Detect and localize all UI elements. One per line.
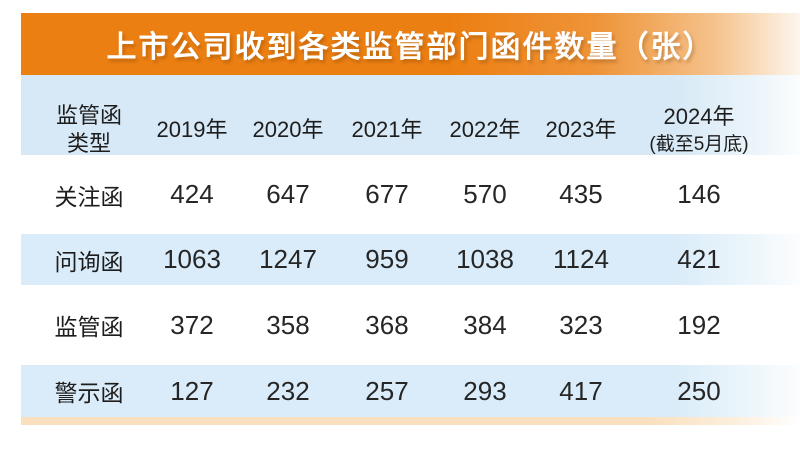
column-header-2024-year: 2024年: [663, 104, 735, 130]
table-header-row: 监管函 类型 2019年 2020年 2021年 2022年 2023年 202…: [21, 75, 800, 157]
value-cell: 358: [266, 309, 310, 340]
value-cell: 1124: [553, 244, 609, 274]
column-header-2023: 2023年: [545, 117, 617, 143]
infographic-table: 上市公司收到各类监管部门函件数量（张） 监管函 类型 2019年 2020年 2…: [21, 13, 800, 425]
value-cell: 192: [677, 309, 721, 340]
value-cell: 421: [677, 244, 721, 274]
column-header-type: 监管函 类型: [55, 103, 122, 157]
value-cell: 146: [677, 179, 721, 209]
value-cell: 1038: [456, 244, 514, 274]
value-cell: 127: [170, 375, 214, 406]
table-row-jingshihan: 警示函 127 232 257 293 417 250: [21, 365, 800, 417]
value-cell: 424: [170, 179, 214, 209]
row-label: 监管函: [54, 314, 124, 340]
row-label: 关注函: [54, 183, 124, 210]
value-cell: 232: [266, 375, 310, 406]
value-cell: 1247: [259, 244, 317, 274]
value-cell: 435: [559, 179, 603, 209]
table-row-guanzhuhan: 关注函 424 647 677 570 435 146: [21, 155, 800, 234]
column-header-2019: 2019年: [156, 117, 228, 143]
bottom-accent-strip: [21, 417, 800, 425]
value-cell: 250: [677, 375, 721, 406]
value-cell: 570: [463, 179, 507, 209]
row-label: 警示函: [54, 380, 124, 406]
page-title: 上市公司收到各类监管部门函件数量（张）: [106, 31, 715, 64]
value-cell: 368: [365, 309, 409, 340]
column-header-2022: 2022年: [449, 117, 521, 143]
value-cell: 677: [365, 179, 409, 209]
table-row-wenxunhan: 问询函 1063 1247 959 1038 1124 421: [21, 234, 800, 285]
value-cell: 1063: [163, 244, 221, 274]
value-cell: 959: [365, 244, 409, 274]
value-cell: 384: [463, 309, 507, 340]
value-cell: 257: [365, 375, 409, 406]
column-header-2024: 2024年 (截至5月底): [629, 75, 769, 186]
value-cell: 323: [559, 309, 603, 340]
row-label: 问询函: [54, 248, 124, 275]
value-cell: 647: [266, 179, 310, 209]
column-header-2020: 2020年: [252, 117, 324, 143]
value-cell: 417: [559, 375, 603, 406]
value-cell: 372: [170, 309, 214, 340]
column-header-2021: 2021年: [351, 117, 423, 143]
table-title-banner: 上市公司收到各类监管部门函件数量（张）: [21, 13, 800, 75]
column-header-2024-note: (截至5月底): [649, 134, 749, 156]
value-cell: 293: [463, 375, 507, 406]
table-row-jianguanhan: 监管函 372 358 368 384 323 192: [21, 285, 800, 365]
